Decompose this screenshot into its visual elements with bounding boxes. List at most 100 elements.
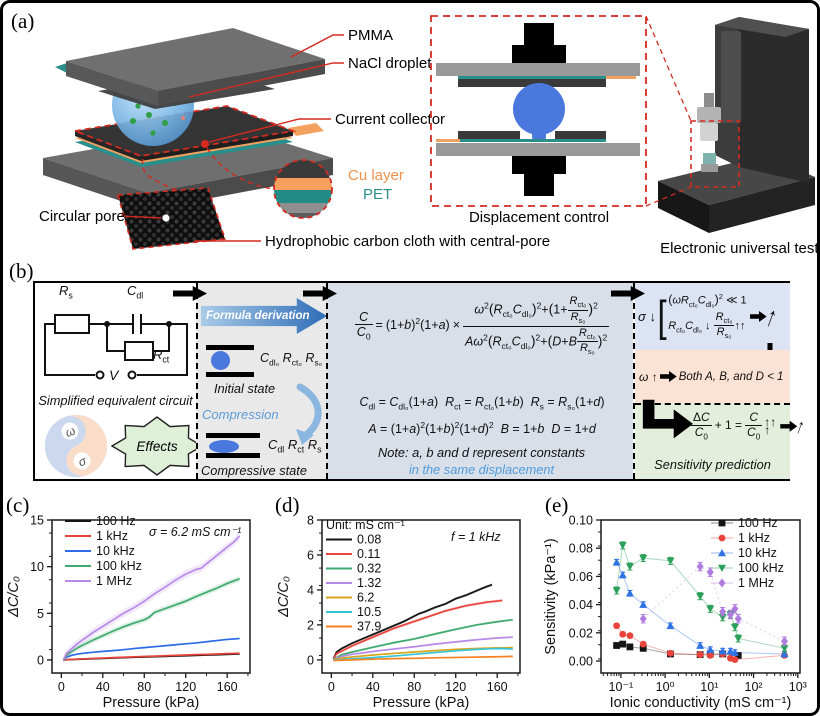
compressive-state-label: Compressive state — [201, 463, 307, 478]
label-circular-pore: Circular pore — [39, 208, 125, 225]
series-line-0.11 — [332, 599, 503, 660]
formula-derivation-arrow: Formula derivation — [201, 298, 327, 334]
svg-text:0.04: 0.04 — [569, 598, 593, 612]
chart-c-frequency-response: 0 40 80 120 160 0 5 10 15 Pressure (kPa) ΔC/C₀ 100 … — [6, 514, 251, 711]
band-1 MHz — [63, 531, 240, 665]
legend-entry-label: 37.9 — [357, 620, 381, 634]
pmma-top-plate — [66, 28, 325, 106]
band-100 kHz — [63, 575, 240, 663]
label-carbon-cloth: Hydrophobic carbon cloth with central-po… — [265, 233, 550, 250]
carbon-cloth-square — [116, 187, 227, 250]
compression-label: Compression — [202, 407, 279, 422]
omega-conclusion: Both A, B, and D < 1 — [678, 370, 784, 383]
callout-lines — [120, 34, 344, 242]
condition-2: Rct₀Cdl₀ ↓ Rct₀ Rs₀ ↑↑ — [668, 310, 746, 341]
sensitivity-prediction-label: Sensitivity prediction — [654, 457, 771, 472]
x-axis-label: Ionic conductivity (mS cm⁻¹) — [610, 695, 792, 711]
y-axis-label: ΔC/C₀ — [6, 576, 22, 618]
svg-text:0: 0 — [58, 680, 65, 694]
series-line-1.32 — [333, 636, 513, 661]
label-universal-tester: Electronic universal tester — [660, 240, 820, 257]
panel-a-graphic: PMMA NaCl droplet Current collector Cu l… — [39, 15, 820, 257]
svg-text:80: 80 — [137, 680, 151, 694]
series-line-10 kHz — [62, 637, 240, 661]
sigma-effect-block: σ ↓ [ (ωRct₀Cdl₀)2 ≪ 1 Rct₀Cdl₀ ↓ Rct₀ Rs… — [635, 283, 790, 350]
svg-text:10³: 10³ — [789, 680, 807, 694]
legend-entry-label: 10.5 — [357, 605, 381, 619]
chart-annotation: f = 1 kHz — [451, 530, 501, 544]
panel-b-formula-section: C C0 = (1+b)2(1+a) × ω2(Rct₀Cdl₀)2+(1+ Rct₀ Rs₀… — [326, 283, 633, 479]
displacement-droplet — [513, 83, 565, 135]
x-axis-label: Pressure (kPa) — [373, 695, 470, 711]
svg-text:0: 0 — [328, 680, 335, 694]
prediction-expression: ΔC C0 + 1 = C C0 ↑↑ ↑ — [691, 410, 777, 442]
panel-b-prediction-section: σ ↓ [ (ωRct₀Cdl₀)2 ≪ 1 Rct₀Cdl₀ ↓ Rct₀ Rs… — [633, 283, 808, 479]
label-v: V — [109, 367, 119, 383]
legend-entry-label: 100 Hz — [738, 516, 778, 530]
svg-text:0.00: 0.00 — [569, 655, 593, 669]
legend-entry-label: 100 kHz — [738, 561, 784, 575]
chart-annotation: σ = 6.2 mS cm⁻¹ — [149, 525, 241, 539]
svg-text:10: 10 — [30, 560, 44, 574]
svg-text:8: 8 — [307, 514, 314, 528]
sensitivity-prediction-block: ΔC C0 + 1 = C C0 ↑↑ ↑ ↑ Sensitivity prediction — [635, 399, 808, 479]
legend — [711, 519, 733, 588]
layer-zoom-circle — [273, 159, 333, 219]
label-current-collector: Current collector — [335, 111, 445, 128]
universal-tester — [645, 15, 815, 233]
corner-arrow-icon — [642, 399, 693, 439]
label-rct: Rct — [153, 347, 170, 365]
label-nacl-droplet: NaCl droplet — [348, 55, 432, 72]
central-pore-dot — [162, 214, 170, 222]
svg-text:0: 0 — [307, 653, 314, 667]
series-line-1 kHz — [63, 652, 240, 661]
label-pmma: PMMA — [348, 27, 393, 44]
panel-a-label: (a) — [11, 9, 35, 33]
bracket-glyph: [ — [657, 291, 667, 341]
dashed-connector-cloth — [141, 158, 179, 192]
effects-starburst: Effects — [111, 416, 203, 476]
svg-text:0.08: 0.08 — [569, 542, 593, 556]
steep-up-arrow: ↑ — [793, 414, 808, 439]
legend — [65, 520, 91, 582]
formula-note-1: Note: a, b and d represent constants — [377, 445, 585, 460]
displacement-control-box — [430, 15, 647, 207]
svg-text:0.10: 0.10 — [569, 514, 593, 528]
series-group — [332, 583, 513, 662]
label-pet: PET — [363, 186, 392, 203]
initial-state-params: Cdl₀ Rct₀ Rs₀ — [260, 351, 323, 368]
axes — [317, 519, 521, 678]
y-axis-label: ΔC/C₀ — [276, 576, 292, 618]
svg-text:0: 0 — [37, 653, 44, 667]
svg-text:2: 2 — [307, 618, 314, 632]
tester-sample-zoom-rect — [690, 120, 740, 188]
omega-effect-block: ω ↑ Both A, B, and D < 1 — [635, 350, 790, 403]
svg-text:10²: 10² — [745, 680, 763, 694]
circuit-caption: Simplified equivalent circuit — [38, 393, 193, 408]
dashed-connector-zoom — [206, 147, 274, 190]
legend-entry-label: 6.2 — [357, 591, 374, 605]
panel-e-label: (e) — [545, 493, 569, 517]
panel-b-circuit-section: Rs Cdl Rct V Simplified equivalent circu… — [35, 283, 203, 479]
formula-derivation-label: Formula derivation — [206, 310, 310, 322]
right-arrow-icon — [780, 420, 798, 432]
compressive-state-params: Cdl Rct Rs — [268, 437, 322, 455]
svg-text:10⁰: 10⁰ — [656, 680, 675, 694]
panel-b-states-section: Formula derivation Cdl₀ Rct₀ Rs₀ Initial… — [196, 283, 327, 479]
x-axis-label: Pressure (kPa) — [103, 695, 200, 711]
legend-entry-label: 0.11 — [357, 547, 380, 561]
label-cu-layer: Cu layer — [348, 167, 404, 184]
legend-entry-label: 1.32 — [357, 576, 381, 590]
svg-text:160: 160 — [487, 680, 508, 694]
series-line-37.9 — [333, 655, 513, 662]
legend-entry-label: 1 kHz — [96, 529, 128, 543]
svg-text:15: 15 — [30, 514, 44, 528]
svg-text:4: 4 — [307, 583, 314, 597]
effects-label: Effects — [136, 439, 178, 454]
series-group — [612, 541, 789, 664]
chart-d-conductivity-response: 0 40 80 120 160 0 2 4 6 8 Pressure (kPa) ΔC/C₀ Unit:… — [276, 514, 521, 711]
right-arrow-icon — [659, 371, 677, 382]
legend-entry-label: 100 Hz — [96, 514, 136, 528]
compression-arrow-icon — [296, 383, 322, 445]
